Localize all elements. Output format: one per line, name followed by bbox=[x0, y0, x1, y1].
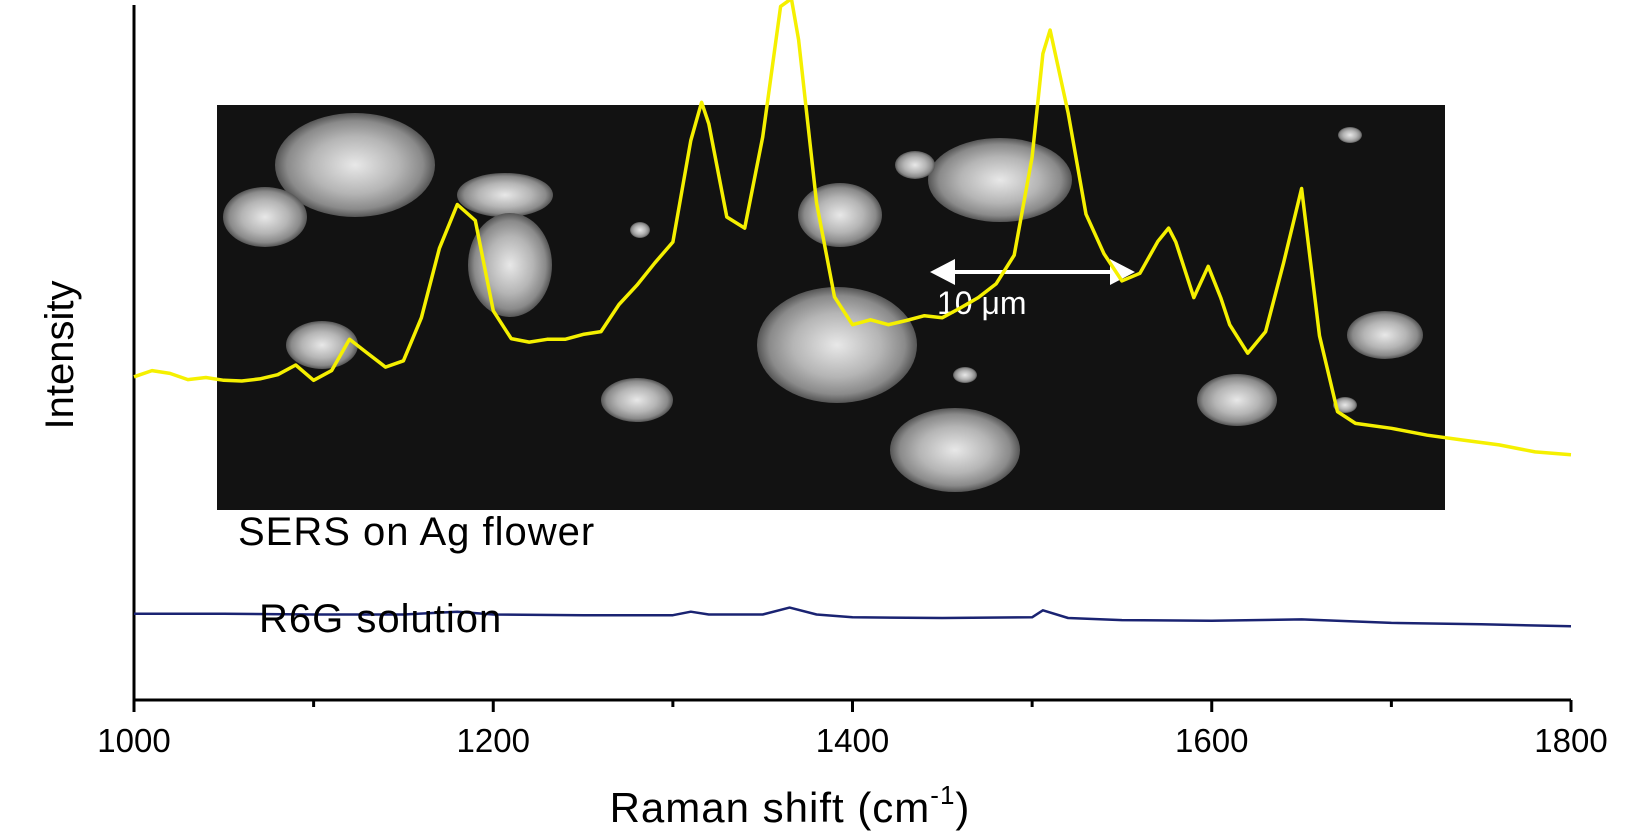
series-label-r6g: R6G solution bbox=[259, 597, 502, 641]
x-axis-label-sup: -1 bbox=[930, 780, 955, 810]
scale-bar-arrow bbox=[930, 259, 1135, 285]
x-axis-ticks: 1000 1200 1400 1600 1800 bbox=[97, 700, 1608, 759]
x-axis-label-main: Raman shift (cm bbox=[610, 784, 931, 831]
x-tick-label: 1600 bbox=[1175, 722, 1248, 759]
series-line-r6g bbox=[134, 606, 1572, 628]
sem-inset-image: 10 μm bbox=[217, 105, 1445, 510]
series-line-sers bbox=[133, 0, 1572, 457]
x-tick-label: 1200 bbox=[457, 722, 530, 759]
x-tick-label: 1000 bbox=[97, 722, 170, 759]
scale-bar-label: 10 μm bbox=[937, 285, 1027, 321]
x-tick-label: 1400 bbox=[816, 722, 889, 759]
x-tick-label: 1800 bbox=[1534, 722, 1607, 759]
y-axis-label: Intensity bbox=[38, 281, 82, 430]
series-layer bbox=[133, 0, 1572, 628]
series-label-sers: SERS on Ag flower bbox=[238, 510, 595, 554]
x-axis-label: Raman shift (cm-1) bbox=[610, 780, 971, 831]
x-axis-label-close: ) bbox=[955, 784, 970, 831]
